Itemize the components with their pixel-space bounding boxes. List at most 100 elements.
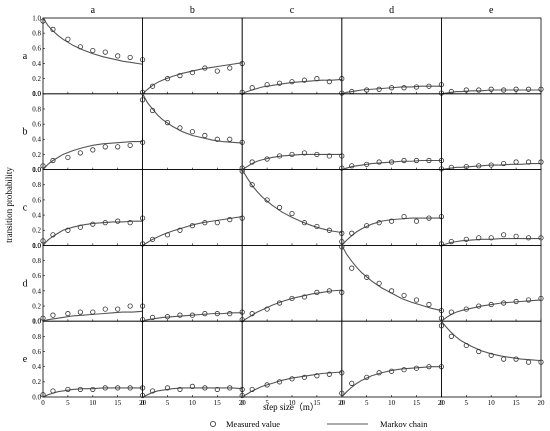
y-tick-label: 0.4 (32, 136, 41, 144)
measured-point (376, 86, 382, 92)
x-tick-label: 20 (139, 399, 147, 407)
x-tick-label: 5 (465, 399, 469, 407)
y-tick-label: 0.0 (32, 242, 41, 250)
y-tick-label: 1.0 (32, 318, 41, 326)
panel-e-a: 0.0 0.2 0.4 0.6 0.8 1.0 0 5 10 15 20 (32, 318, 146, 407)
measured-point (50, 157, 56, 164)
measured-point (413, 297, 420, 303)
measured-point (501, 232, 507, 238)
markov-chain-line (142, 62, 243, 95)
row-label-d: d (23, 278, 28, 289)
measured-point (463, 236, 469, 242)
measured-point (426, 364, 432, 370)
measured-point (140, 392, 146, 399)
measured-point (149, 314, 156, 321)
measured-point (202, 132, 208, 139)
panel-frame (440, 169, 542, 246)
measured-point (40, 315, 46, 321)
measured-point (40, 163, 46, 169)
measured-point (488, 235, 494, 241)
measured-point (164, 120, 171, 126)
markov-chain-line (142, 93, 243, 144)
measured-point (525, 159, 532, 165)
measured-point (476, 303, 482, 309)
y-tick-label: 0.2 (32, 75, 41, 83)
measured-point (326, 227, 332, 233)
measured-point (525, 297, 532, 303)
panel-frame (341, 17, 442, 95)
measured-point (90, 386, 96, 393)
measured-point (40, 238, 46, 244)
measured-point (164, 314, 171, 320)
measured-point (102, 220, 108, 226)
measured-point (102, 144, 108, 150)
measured-point (364, 161, 370, 167)
measured-point (525, 86, 532, 92)
panel-b-b (140, 93, 245, 171)
measured-point (189, 312, 195, 318)
measured-point (227, 217, 233, 223)
measured-point (227, 136, 233, 142)
measured-point (77, 224, 83, 230)
panel-d-b (140, 244, 245, 323)
y-tick-label: 0.6 (32, 45, 41, 53)
panel-d-e (438, 244, 544, 322)
measured-point (77, 386, 83, 393)
x-tick-label: 5 (265, 399, 269, 407)
measured-point (264, 306, 270, 312)
measured-point (326, 288, 332, 294)
y-tick-label: 0.8 (32, 105, 41, 113)
markov-chain-line (341, 245, 442, 312)
measured-point (202, 385, 208, 391)
measured-point (164, 385, 171, 391)
measured-point (488, 162, 494, 168)
measured-point (448, 239, 454, 245)
panel-d-c (239, 244, 345, 323)
measured-point (65, 311, 71, 317)
measured-point (65, 386, 71, 393)
measured-point (264, 382, 270, 388)
measured-point (413, 84, 420, 90)
panel-c-d (339, 169, 444, 246)
panel-c-e (438, 169, 544, 247)
measured-point (227, 311, 233, 317)
panel-frame (142, 320, 243, 398)
measured-point (388, 159, 395, 165)
measured-point (202, 220, 208, 226)
measured-point (102, 306, 108, 312)
measured-point (401, 214, 407, 220)
panel-frame (341, 244, 442, 322)
x-tick-label: 0 (41, 399, 45, 407)
measured-point (289, 295, 295, 302)
measured-point (214, 311, 220, 317)
measured-point (376, 159, 382, 165)
markov-chain-line (341, 366, 442, 398)
panel-frame (440, 93, 542, 171)
panel-frame (42, 320, 143, 398)
measured-point (476, 163, 482, 169)
measured-point (488, 301, 494, 308)
y-tick-label: 0.0 (32, 90, 41, 98)
measured-point (349, 163, 355, 169)
panel-a-a: 0.0 0.2 0.4 0.6 0.8 1.0 (32, 14, 146, 98)
measured-point (40, 18, 46, 24)
y-tick-label: 0.8 (32, 257, 41, 265)
measured-point (202, 311, 208, 317)
measured-point (289, 79, 295, 85)
markov-chain-line (440, 320, 542, 362)
measured-point (488, 86, 494, 92)
measured-point (214, 386, 220, 393)
markov-chain-line (42, 141, 143, 170)
measured-point (127, 303, 133, 309)
measured-point (376, 370, 382, 376)
measured-point (301, 294, 308, 300)
measured-point (476, 87, 482, 93)
measured-point (189, 223, 195, 229)
measured-point (177, 125, 183, 131)
x-tick-label: 10 (388, 399, 396, 407)
x-tick-label: 15 (214, 399, 222, 407)
measured-point (513, 86, 519, 92)
measured-point (401, 157, 407, 164)
measured-point (77, 44, 83, 50)
